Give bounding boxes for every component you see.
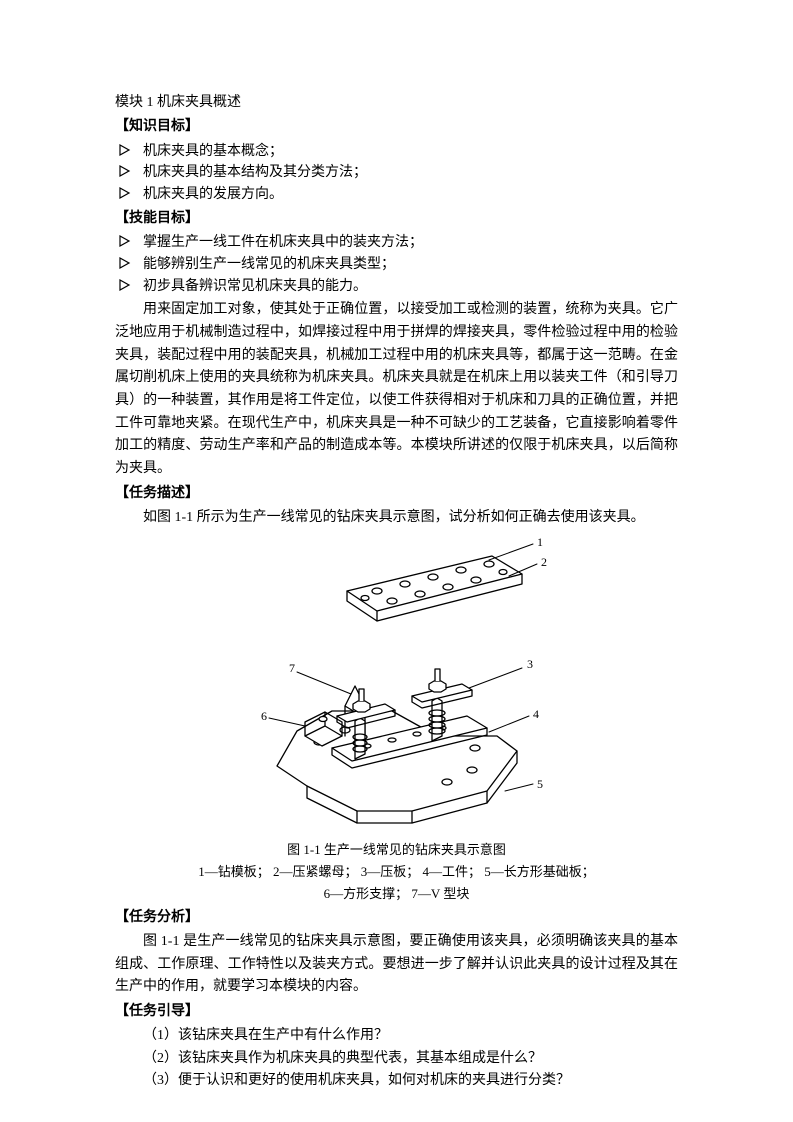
bullet-arrow-icon (119, 257, 131, 269)
callout-3: 3 (527, 657, 533, 671)
figure-1-1: 1 2 3 4 5 6 7 (115, 536, 678, 836)
list-item: 初步具备辨识常见机床夹具的能力。 (115, 276, 678, 298)
page-root: 模块 1 机床夹具概述 【知识目标】 机床夹具的基本概念； 机床夹具的基本结构及… (0, 0, 793, 1122)
question-item: （1）该钻床夹具在生产中有什么作用？ (143, 1025, 678, 1047)
question-item: （2）该钻床夹具作为机床夹具的典型代表，其基本组成是什么？ (143, 1048, 678, 1070)
figure-legend-2: 6—方形支撑； 7—V 型块 (115, 884, 678, 905)
list-item-text: 机床夹具的基本概念； (143, 144, 283, 159)
callout-7: 7 (289, 661, 295, 675)
list-item-text: 掌握生产一线工件在机床夹具中的装夹方法； (143, 235, 423, 250)
fixture-diagram-icon: 1 2 3 4 5 6 7 (237, 536, 557, 828)
bullet-arrow-icon (119, 187, 131, 199)
task-analysis-head: 【任务分析】 (115, 907, 678, 929)
callout-1: 1 (537, 536, 543, 549)
bullet-arrow-icon (119, 279, 131, 291)
knowledge-goals-head: 【知识目标】 (115, 116, 678, 138)
skill-goals-list: 掌握生产一线工件在机床夹具中的装夹方法； 能够辨别生产一线常见的机床夹具类型； … (115, 232, 678, 297)
intro-paragraph: 用来固定加工对象，使其处于正确位置，以接受加工或检测的装置，统称为夹具。它广泛地… (115, 299, 678, 480)
list-item: 机床夹具的基本结构及其分类方法； (115, 162, 678, 184)
question-item: （3）便于认识和更好的使用机床夹具，如何对机床的夹具进行分类？ (143, 1070, 678, 1092)
module-title: 模块 1 机床夹具概述 (115, 92, 678, 114)
task-analysis-para: 图 1-1 是生产一线常见的钻床夹具示意图，要正确使用该夹具，必须明确该夹具的基… (115, 931, 678, 999)
question-list: （1）该钻床夹具在生产中有什么作用？ （2）该钻床夹具作为机床夹具的典型代表，其… (115, 1025, 678, 1092)
bullet-arrow-icon (119, 144, 131, 156)
bullet-arrow-icon (119, 235, 131, 247)
list-item-text: 初步具备辨识常见机床夹具的能力。 (143, 279, 367, 294)
callout-6: 6 (261, 709, 267, 723)
figure-legend-1: 1—钻模板； 2—压紧螺母； 3—压板； 4—工件； 5—长方形基础板； (115, 862, 678, 883)
task-guide-head: 【任务引导】 (115, 1001, 678, 1023)
knowledge-goals-list: 机床夹具的基本概念； 机床夹具的基本结构及其分类方法； 机床夹具的发展方向。 (115, 141, 678, 206)
list-item: 能够辨别生产一线常见的机床夹具类型； (115, 254, 678, 276)
callout-2: 2 (541, 555, 547, 569)
skill-goals-head: 【技能目标】 (115, 208, 678, 230)
task-desc-head: 【任务描述】 (115, 483, 678, 505)
bullet-arrow-icon (119, 165, 131, 177)
task-desc-para: 如图 1-1 所示为生产一线常见的钻床夹具示意图，试分析如何正确去使用该夹具。 (115, 507, 678, 530)
list-item-text: 机床夹具的发展方向。 (143, 187, 283, 202)
list-item: 机床夹具的基本概念； (115, 141, 678, 163)
list-item-text: 机床夹具的基本结构及其分类方法； (143, 165, 367, 180)
list-item: 机床夹具的发展方向。 (115, 184, 678, 206)
list-item: 掌握生产一线工件在机床夹具中的装夹方法； (115, 232, 678, 254)
figure-caption: 图 1-1 生产一线常见的钻床夹具示意图 (115, 840, 678, 861)
callout-4: 4 (533, 707, 539, 721)
callout-5: 5 (537, 777, 543, 791)
list-item-text: 能够辨别生产一线常见的机床夹具类型； (143, 257, 395, 272)
